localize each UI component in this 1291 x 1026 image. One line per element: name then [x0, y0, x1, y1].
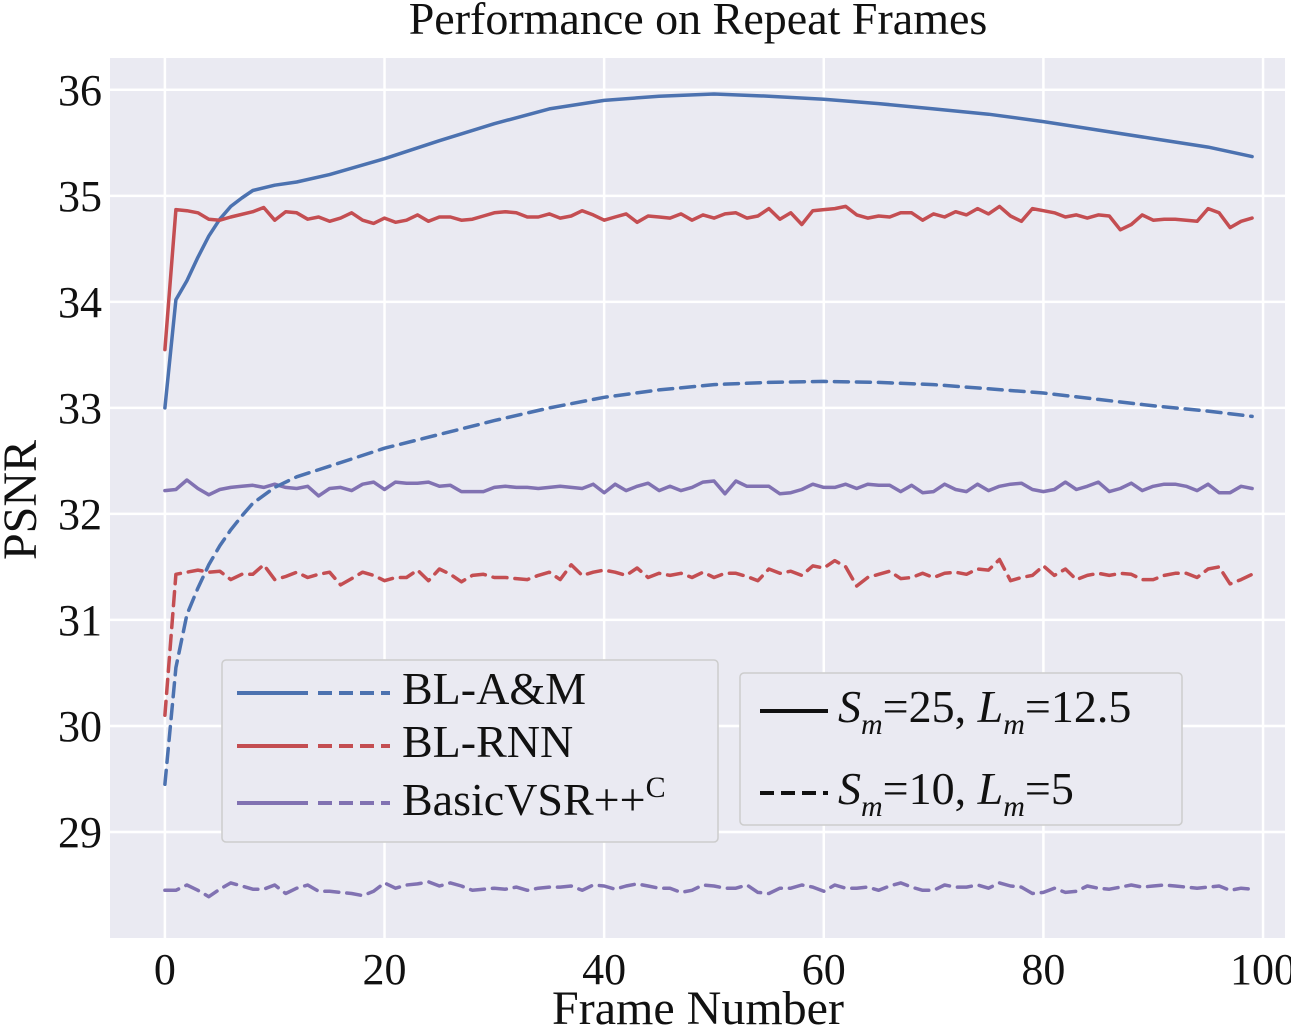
x-axis-label: Frame Number [552, 982, 844, 1026]
x-tick-labels: 0 20 40 60 80 100 [154, 945, 1291, 994]
x-tick-label: 0 [154, 945, 176, 994]
x-tick-label: 80 [1021, 945, 1065, 994]
series-line-basicvsr-c-solid [163, 478, 1254, 498]
x-tick-label: 20 [363, 945, 407, 994]
series-line-basicvsr-c-dashed [163, 880, 1254, 899]
y-tick-label: 35 [58, 172, 102, 221]
x-tick-label: 100 [1230, 945, 1291, 994]
legend-settings-frame [739, 672, 1183, 826]
y-tick-label: 31 [58, 596, 102, 645]
legend-methods-lines [237, 691, 390, 805]
series-line-bl-rnn-dashed [163, 557, 1254, 718]
x-tick-label: 40 [582, 945, 626, 994]
series-layer [163, 92, 1254, 899]
y-tick-labels: 29 30 31 32 33 34 35 36 [58, 66, 102, 857]
legend-label-basicvsr: BasicVSR++C [402, 771, 666, 825]
y-tick-label: 30 [58, 702, 102, 751]
x-tick-label: 60 [802, 945, 846, 994]
y-tick-label: 32 [58, 490, 102, 539]
legend-setting-1: Sm=25, Lm=12.5 [838, 681, 1131, 741]
series-line-bl-a-m-dashed [163, 379, 1254, 787]
legend-settings: Sm=25, Lm=12.5 Sm=10, Lm=5 [739, 672, 1183, 826]
y-tick-label: 29 [58, 808, 102, 857]
y-tick-label: 34 [58, 278, 102, 327]
series-line-bl-rnn-solid [163, 204, 1254, 352]
legend-methods: BL-A&M BL-RNN BasicVSR++C [221, 659, 719, 843]
legend-setting-2: Sm=10, Lm=5 [838, 763, 1074, 823]
legend-methods-frame [221, 659, 719, 843]
y-axis-label: PSNR [0, 440, 47, 560]
series-line-bl-a-m-solid [163, 92, 1254, 410]
legend-label-bl-am: BL-A&M [402, 663, 586, 714]
y-tick-label: 33 [58, 384, 102, 433]
chart-title: Performance on Repeat Frames [409, 0, 988, 44]
legend-label-bl-rnn: BL-RNN [402, 716, 573, 767]
y-tick-label: 36 [58, 66, 102, 115]
